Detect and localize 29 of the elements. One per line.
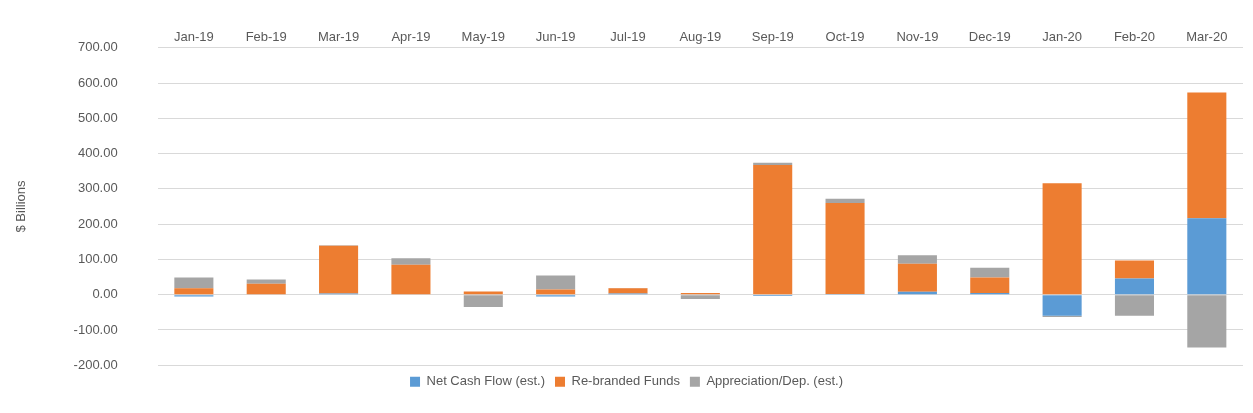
- x-tick-label: Mar-19: [317, 28, 360, 44]
- y-tick-label: 100.00: [77, 250, 118, 266]
- x-tick-label: Feb-19: [245, 28, 287, 44]
- x-tick-label: Aug-19: [679, 28, 722, 44]
- y-tick-label: 500.00: [77, 109, 118, 125]
- x-tick-label: Dec-19: [968, 28, 1011, 44]
- y-tick-label: 700.00: [77, 39, 118, 55]
- legend-label: Appreciation/Dep. (est.): [706, 373, 843, 389]
- x-tick-label: Jan-19: [173, 28, 214, 44]
- y-tick-label: 200.00: [77, 215, 118, 231]
- y-axis-title: $ Billions: [13, 179, 29, 233]
- x-tick-label: May-19: [461, 28, 505, 44]
- y-tick-label: -200.00: [73, 356, 118, 372]
- x-tick-label: Nov-19: [896, 28, 939, 44]
- legend-label: Net Cash Flow (est.): [426, 373, 546, 389]
- x-tick-label: Feb-20: [1113, 28, 1156, 44]
- x-tick-label: Apr-19: [391, 28, 431, 44]
- y-tick-label: 300.00: [77, 180, 118, 196]
- x-tick-label: Mar-20: [1186, 28, 1228, 44]
- x-tick-label: Jun-19: [535, 28, 576, 44]
- x-tick-label: Oct-19: [825, 28, 865, 44]
- x-tick-label: Jul-19: [610, 28, 646, 44]
- legend-label: Re-branded Funds: [571, 373, 681, 389]
- x-tick-label: Jan-20: [1042, 28, 1082, 44]
- y-tick-label: -100.00: [73, 321, 118, 337]
- y-tick-label: 0.00: [92, 286, 118, 302]
- y-tick-label: 600.00: [77, 74, 118, 90]
- x-tick-label: Sep-19: [751, 28, 794, 44]
- y-tick-label: 400.00: [77, 145, 118, 161]
